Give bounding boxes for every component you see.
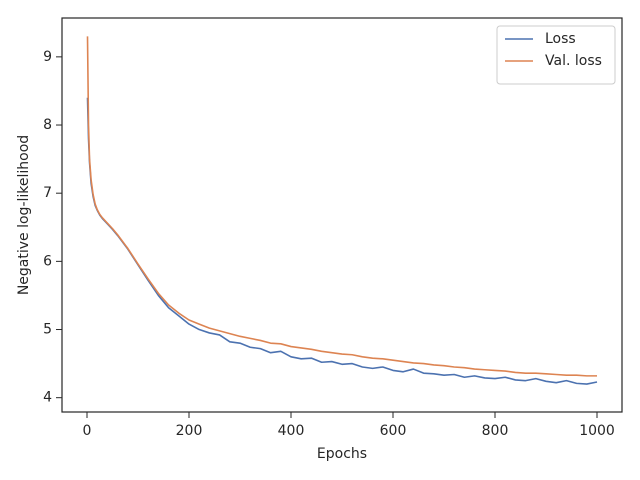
- y-tick-label: 5: [43, 322, 52, 338]
- data-line: [86, 36, 598, 377]
- x-axis-label: Epochs: [317, 446, 367, 462]
- x-tick-label: 0: [83, 423, 92, 439]
- y-tick-label: 6: [43, 253, 52, 269]
- y-axis-label: Negative log-likelihood: [16, 135, 32, 295]
- data-line: [86, 97, 598, 385]
- y-tick-label: 9: [43, 49, 52, 65]
- x-tick-label: 1000: [579, 423, 615, 439]
- legend-label: Loss: [545, 31, 576, 47]
- y-tick-label: 7: [43, 185, 52, 201]
- plot-frame: [61, 17, 623, 413]
- legend-label: Val. loss: [545, 53, 602, 69]
- y-tick-label: 4: [43, 390, 52, 406]
- x-tick-label: 400: [278, 423, 305, 439]
- x-tick-label: 600: [380, 423, 407, 439]
- legend-box: [496, 25, 616, 85]
- x-tick-label: 200: [176, 423, 203, 439]
- y-tick-label: 8: [43, 117, 52, 133]
- x-tick-label: 800: [482, 423, 509, 439]
